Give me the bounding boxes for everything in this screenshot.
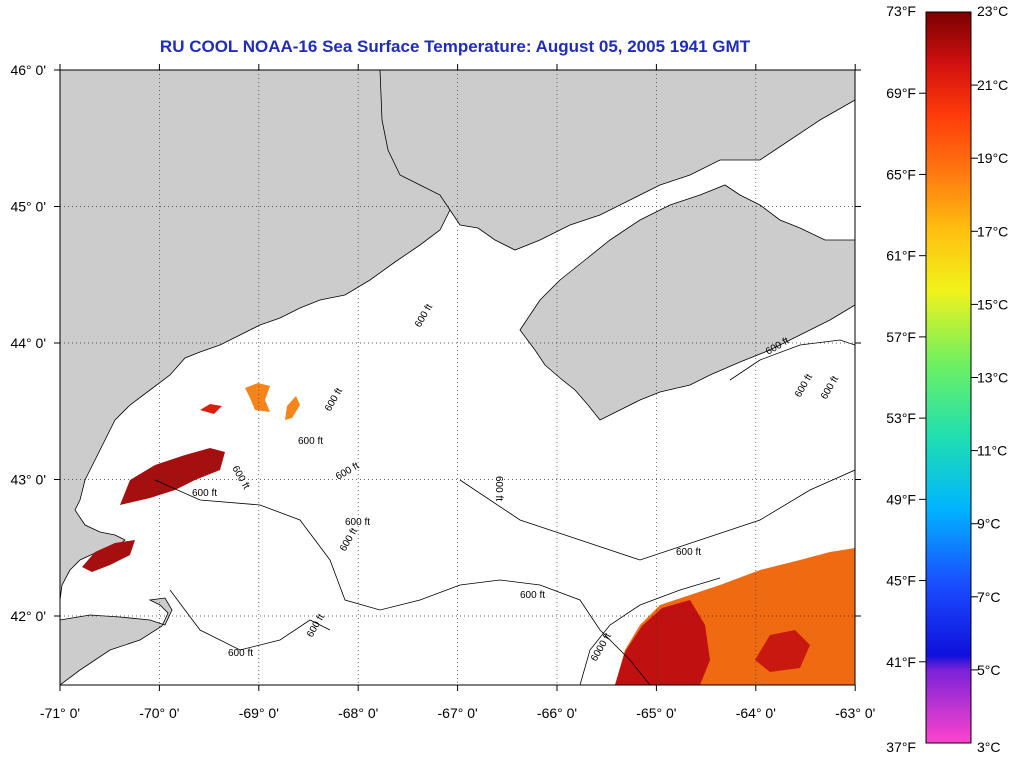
lat-label: 43° 0' xyxy=(10,472,46,488)
contour-600ft-nova xyxy=(729,339,855,381)
colorbar-c-label: 3°C xyxy=(977,739,1001,755)
colorbar-c-label: 11°C xyxy=(977,443,1007,459)
colorbar-c-label: 21°C xyxy=(977,77,1008,93)
lon-label: -65° 0' xyxy=(636,705,676,721)
land-cape-cod xyxy=(60,597,173,685)
lon-label: -70° 0' xyxy=(139,705,179,721)
colorbar-f-label: 57°F xyxy=(886,329,916,345)
contour-600ft xyxy=(154,479,651,685)
colorbar-c-label: 23°C xyxy=(977,3,1008,19)
colorbar-f-label: 45°F xyxy=(886,573,916,589)
colorbar: 73°F 69°F 65°F 61°F 57°F 53°F 49°F 45°F 41°F 37°F… xyxy=(886,3,1008,755)
land-new-brunswick xyxy=(379,70,855,251)
contour-label: 600 ft xyxy=(520,590,545,601)
colorbar-f-label: 73°F xyxy=(886,3,916,19)
longitude-labels: -71° 0' -70° 0' -69° 0' -68° 0' -67° 0' -66° … xyxy=(40,705,875,721)
contour-600ft-shelf xyxy=(169,589,331,651)
lat-label: 46° 0' xyxy=(10,62,46,78)
contour-label: 600 ft xyxy=(676,547,701,558)
colorbar-f-label: 41°F xyxy=(886,654,916,670)
colorbar-c-label: 19°C xyxy=(977,150,1008,166)
contour-6000ft xyxy=(579,577,721,685)
contour-label: 600 ft xyxy=(298,436,323,447)
colorbar-f-label: 69°F xyxy=(886,85,916,101)
graticule xyxy=(54,64,861,691)
colorbar-celsius-labels: 23°C 21°C 19°C 17°C 15°C 13°C 11°C 9°C 7°C 5°C 3°C xyxy=(971,3,1008,755)
warm-patch-orange-2 xyxy=(285,396,300,420)
colorbar-f-label: 65°F xyxy=(886,166,916,182)
map-area xyxy=(60,70,855,685)
contour-600ft-georges xyxy=(459,469,855,561)
lon-label: -67° 0' xyxy=(438,705,478,721)
warm-patch-red-small xyxy=(200,404,222,414)
colorbar-c-label: 13°C xyxy=(977,370,1008,386)
lon-label: -64° 0' xyxy=(736,705,776,721)
contour-label: 600 ft xyxy=(192,488,217,499)
latitude-labels: 46° 0' 45° 0' 44° 0' 43° 0' 42° 0' xyxy=(10,62,46,624)
land-nova-scotia xyxy=(519,184,855,421)
colorbar-f-label: 53°F xyxy=(886,410,916,426)
warm-patch-orange-1 xyxy=(245,383,270,412)
contour-label: 600 ft xyxy=(493,476,504,501)
lat-label: 42° 0' xyxy=(10,608,46,624)
contour-label: 600 ft xyxy=(345,517,370,528)
colorbar-fahrenheit-labels: 73°F 69°F 65°F 61°F 57°F 53°F 49°F 45°F 41°F 37°F xyxy=(886,3,926,755)
lat-label: 44° 0' xyxy=(10,335,46,351)
lon-label: -66° 0' xyxy=(537,705,577,721)
lon-label: -71° 0' xyxy=(40,705,80,721)
colorbar-f-label: 61°F xyxy=(886,248,916,264)
colorbar-c-label: 17°C xyxy=(977,223,1008,239)
colorbar-f-label: 37°F xyxy=(886,739,916,755)
colorbar-c-label: 7°C xyxy=(977,589,1001,605)
lon-label: -68° 0' xyxy=(338,705,378,721)
warm-core-southeast-2 xyxy=(755,630,810,672)
lon-label: -63° 0' xyxy=(835,705,875,721)
lon-label: -69° 0' xyxy=(239,705,279,721)
colorbar-c-label: 5°C xyxy=(977,662,1001,678)
colorbar-c-label: 15°C xyxy=(977,296,1008,312)
warm-patch-massachusetts-bay xyxy=(82,540,135,572)
map-title: RU COOL NOAA-16 Sea Surface Temperature:… xyxy=(160,37,751,56)
colorbar-f-label: 49°F xyxy=(886,491,916,507)
colorbar-c-label: 9°C xyxy=(977,516,1001,532)
contour-label: 600 ft xyxy=(228,648,253,659)
lat-label: 45° 0' xyxy=(10,199,46,215)
warm-patch-western-gom xyxy=(120,448,225,505)
warm-core-southeast-1 xyxy=(615,600,710,685)
colorbar-gradient xyxy=(925,11,972,744)
